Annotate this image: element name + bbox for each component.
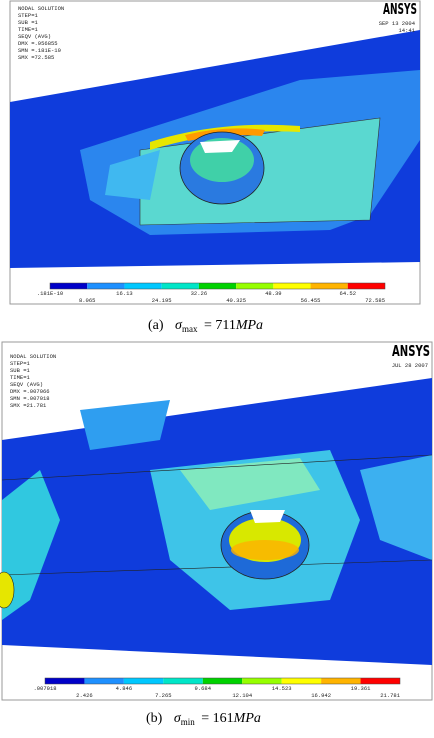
header-line: TIME=1 <box>18 26 39 33</box>
legend-swatch <box>310 283 348 289</box>
legend-label: 16.13 <box>116 290 133 297</box>
time: 14:41 <box>398 27 415 34</box>
caption-symbol: σ <box>174 711 182 726</box>
legend-border <box>49 282 386 290</box>
legend-swatch <box>281 678 322 684</box>
legend-swatch <box>202 678 243 684</box>
legend-border <box>44 677 401 685</box>
header-line: SEQV (AVG) <box>18 33 51 40</box>
legend-label: 16.942 <box>311 692 331 699</box>
legend-swatch <box>242 678 282 684</box>
stress-zone <box>360 455 432 560</box>
edge-line <box>1 559 433 576</box>
legend-label: 14.523 <box>272 685 292 692</box>
legend-swatch <box>50 283 88 289</box>
legend-swatch <box>124 283 162 289</box>
header-line: DMX =.007066 <box>10 388 50 395</box>
legend-swatch <box>198 283 237 289</box>
result-title: NODAL SOLUTION <box>10 353 56 360</box>
header-line: SUB =1 <box>10 367 31 374</box>
legend-label: .181E-10 <box>37 290 63 297</box>
legend-swatch <box>321 678 361 684</box>
caption-subscript: min <box>181 717 196 727</box>
legend-swatch <box>236 283 274 289</box>
header-line: SMX =21.781 <box>10 402 47 409</box>
legend-label: 2.426 <box>76 692 93 699</box>
result-title: NODAL SOLUTION <box>18 5 64 12</box>
caption-unit: MPa <box>235 318 263 333</box>
legend-swatch <box>163 678 203 684</box>
header-line: SUB =1 <box>18 19 39 26</box>
hole-gap <box>200 140 240 153</box>
caption-symbol: σ <box>175 318 183 333</box>
legend-label: 48.39 <box>265 290 282 297</box>
legend-label: 72.585 <box>365 297 385 304</box>
caption-label: (b) <box>146 711 163 726</box>
stress-zone <box>105 150 160 200</box>
legend-label: 12.104 <box>232 692 253 699</box>
caption-unit: MPa <box>233 711 261 726</box>
legend-label: 19.361 <box>351 685 372 692</box>
legend-label: 56.455 <box>301 297 321 304</box>
header-line: SMN =.181E-10 <box>18 47 61 54</box>
legend-label: 7.265 <box>155 692 172 699</box>
caption-subscript: max <box>182 324 198 334</box>
header-line: STEP=1 <box>18 12 39 19</box>
legend: .007018 4.846 9.684 14.523 19.361 2.426 7.265 1… <box>33 677 401 699</box>
legend-swatch <box>360 678 400 684</box>
date: JUL 28 2007 <box>392 362 428 369</box>
date: SEP 13 2004 <box>379 20 416 27</box>
header-line: DMX =.956855 <box>18 40 58 47</box>
caption-label: (a) <box>148 318 164 333</box>
legend-swatch <box>84 678 124 684</box>
legend-swatch <box>87 283 125 289</box>
header-line: SMX =72.585 <box>18 54 54 61</box>
legend-swatch <box>273 283 311 289</box>
logo: ANSYS <box>383 0 417 18</box>
header-line: SEQV (AVG) <box>10 381 43 388</box>
caption-value: = 161 <box>201 711 233 726</box>
legend-label: 24.195 <box>152 297 172 304</box>
legend-label: 4.846 <box>116 685 133 692</box>
caption: (a) σmax = 711MPa <box>148 318 263 336</box>
caption-value: = 711 <box>204 318 236 333</box>
legend-label: 21.781 <box>380 692 401 699</box>
stress-zone <box>2 470 60 620</box>
hole-inner <box>231 540 299 560</box>
legend-label: 9.684 <box>195 685 212 692</box>
legend-label: .007018 <box>33 685 56 692</box>
legend-swatch <box>45 678 85 684</box>
stress-zone <box>80 400 170 450</box>
hole <box>0 571 15 609</box>
edge-line <box>1 454 433 481</box>
hole-gap <box>250 510 285 523</box>
legend-label: 8.065 <box>79 297 96 304</box>
header-line: SMN =.007018 <box>10 395 50 402</box>
legend-swatch <box>161 283 199 289</box>
legend-label: 32.26 <box>191 290 208 297</box>
header-line: STEP=1 <box>10 360 31 367</box>
legend-swatch <box>123 678 164 684</box>
legend: .181E-10 16.13 32.26 48.39 64.52 8.065 24.195 4… <box>37 282 386 304</box>
legend-swatch <box>347 283 385 289</box>
stress-zone <box>180 458 320 510</box>
legend-label: 40.325 <box>226 297 246 304</box>
header-line: TIME=1 <box>10 374 31 381</box>
logo: ANSYS <box>392 342 430 360</box>
caption: (b) σmin = 161MPa <box>146 711 261 729</box>
legend-label: 64.52 <box>340 290 357 297</box>
